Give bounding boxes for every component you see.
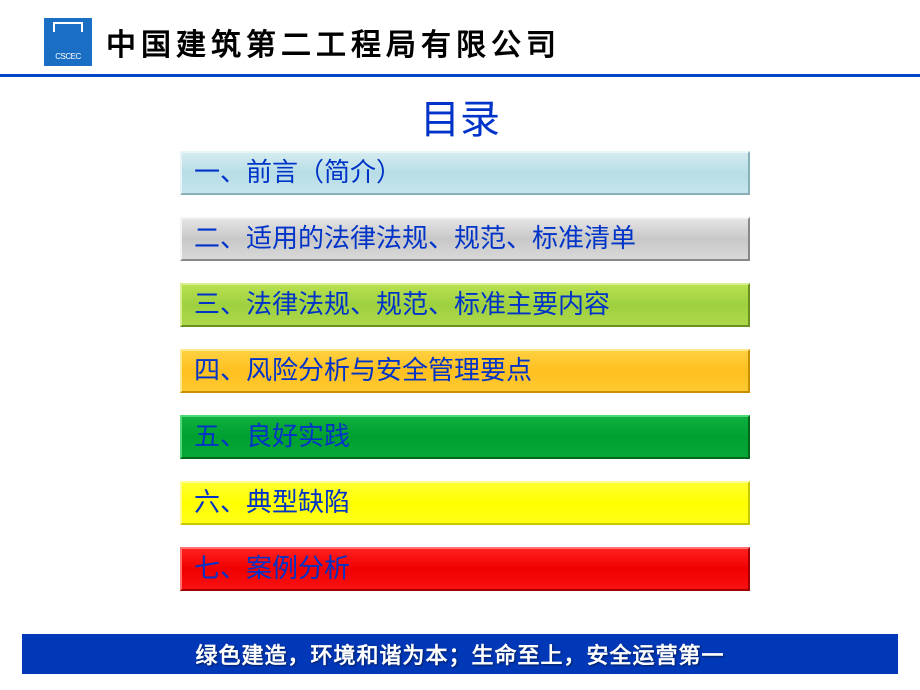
toc-item-label: 五、良好实践 — [194, 422, 350, 451]
toc-item-label: 四、风险分析与安全管理要点 — [194, 356, 532, 385]
toc-item-label: 一、前言（简介） — [194, 158, 402, 187]
page-title: 目录 — [0, 87, 920, 145]
footer-text: 绿色建造，环境和谐为本；生命至上，安全运营第一 — [195, 638, 724, 670]
toc-list: 一、前言（简介） 二、适用的法律法规、规范、标准清单 三、法律法规、规范、标准主… — [0, 145, 920, 591]
company-name: 中国建筑第二工程局有限公司 — [106, 20, 561, 64]
company-logo: CSCEC — [44, 18, 92, 66]
toc-item-5[interactable]: 五、良好实践 — [180, 415, 750, 459]
toc-item-label: 二、适用的法律法规、规范、标准清单 — [194, 224, 636, 253]
toc-item-4[interactable]: 四、风险分析与安全管理要点 — [180, 349, 750, 393]
toc-item-label: 三、法律法规、规范、标准主要内容 — [194, 290, 610, 319]
toc-item-label: 六、典型缺陷 — [194, 488, 350, 517]
toc-item-1[interactable]: 一、前言（简介） — [180, 151, 750, 195]
toc-item-label: 七、案例分析 — [194, 554, 350, 583]
logo-shape — [53, 22, 83, 32]
toc-item-3[interactable]: 三、法律法规、规范、标准主要内容 — [180, 283, 750, 327]
toc-item-7[interactable]: 七、案例分析 — [180, 547, 750, 591]
toc-item-6[interactable]: 六、典型缺陷 — [180, 481, 750, 525]
header: CSCEC 中国建筑第二工程局有限公司 — [0, 0, 920, 77]
logo-text: CSCEC — [55, 52, 81, 61]
footer-banner: 绿色建造，环境和谐为本；生命至上，安全运营第一 — [22, 634, 898, 674]
toc-item-2[interactable]: 二、适用的法律法规、规范、标准清单 — [180, 217, 750, 261]
